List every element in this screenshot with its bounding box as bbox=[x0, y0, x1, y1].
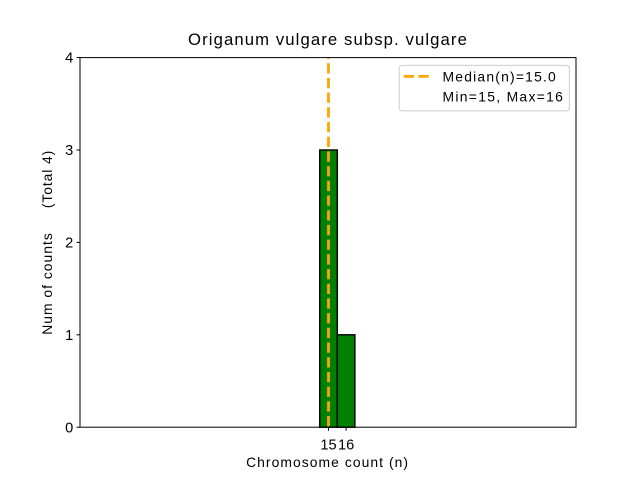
svg-text:4: 4 bbox=[65, 51, 73, 67]
svg-text:Num of counts: Num of counts bbox=[39, 232, 55, 335]
svg-text:1: 1 bbox=[65, 328, 73, 344]
svg-text:0: 0 bbox=[65, 420, 73, 436]
svg-text:Median(n)=15.0: Median(n)=15.0 bbox=[443, 69, 557, 85]
svg-text:3: 3 bbox=[65, 143, 73, 159]
svg-text:15: 15 bbox=[320, 437, 336, 453]
svg-text:Chromosome count (n): Chromosome count (n) bbox=[246, 454, 409, 470]
svg-text:(Total 4): (Total 4) bbox=[39, 150, 55, 208]
svg-text:2: 2 bbox=[65, 236, 73, 252]
svg-text:Min=15, Max=16: Min=15, Max=16 bbox=[443, 89, 565, 105]
svg-text:Origanum vulgare subsp. vulgar: Origanum vulgare subsp. vulgare bbox=[188, 30, 468, 49]
svg-text:16: 16 bbox=[338, 437, 354, 453]
